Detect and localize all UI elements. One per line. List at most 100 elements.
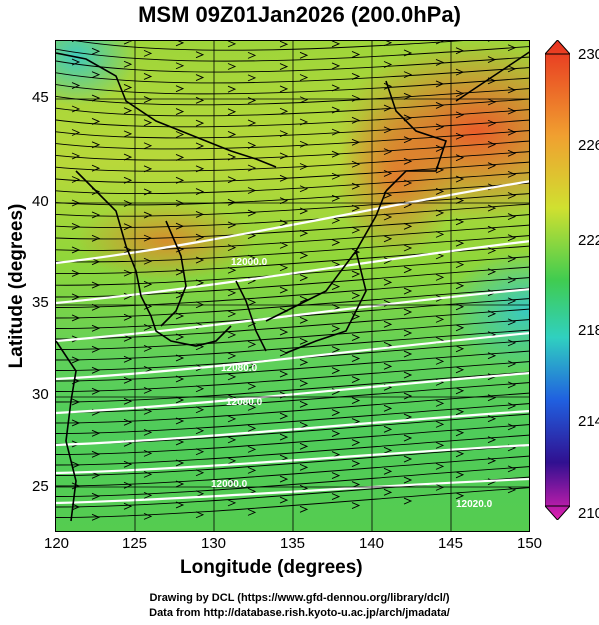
streamline [56,140,529,161]
wind-arrow [175,354,185,362]
wind-arrow [227,131,237,138]
wind-arrow [299,463,309,471]
wind-arrow [383,126,393,134]
wind-arrow [279,433,289,441]
wind-arrow [175,62,185,70]
wind-arrow [91,94,101,102]
wind-arrow [279,41,289,48]
wind-arrow [487,268,497,276]
wind-arrow [175,333,185,341]
y-tick-label: 45 [32,89,49,106]
wind-arrow [227,221,237,229]
y-tick-label: 35 [32,294,49,311]
wind-arrow [455,450,465,458]
wind-arrow [279,107,289,115]
wind-arrow [383,191,393,199]
wind-arrow [195,165,205,173]
streamline [56,277,529,308]
wind-arrow [91,71,101,79]
grid-lines [56,41,529,531]
wind-arrow [175,268,185,276]
streamline [74,41,464,51]
wind-arrow [123,502,133,510]
streamline [56,182,529,206]
wind-arrow [383,278,393,286]
wind-arrow [403,157,413,165]
wind-arrow [487,457,497,465]
wind-arrow [455,387,465,395]
wind-arrow [247,298,257,306]
wind-arrow [143,257,153,265]
wind-arrow [279,174,289,182]
y-tick-label: 30 [32,386,49,403]
wind-arrow [123,269,133,277]
wind-arrow [455,111,465,119]
wind-arrow [351,226,361,234]
wind-arrow [383,404,393,412]
wind-arrow [487,204,497,212]
wind-arrow [351,355,361,362]
wind-arrow [247,51,257,59]
wind-arrow [195,233,205,241]
wind-arrow [383,170,393,177]
wind-arrow [507,381,517,389]
wind-arrow [383,467,393,475]
wind-arrow [455,197,465,204]
wind-arrow [123,481,133,489]
wind-arrow [227,176,237,184]
streamline [56,98,529,117]
wind-arrow [175,154,185,161]
wind-arrow [351,204,361,212]
wind-arrow [435,273,445,281]
wind-arrow [91,450,101,458]
wind-arrow [91,513,101,521]
wind-arrow [351,270,361,278]
wind-arrow [455,408,465,416]
wind-arrow [331,106,341,114]
wind-arrow [71,105,81,113]
wind-arrow [507,213,517,221]
wind-arrow [123,355,133,363]
colorbar-tick-label: 210 [578,505,599,522]
wind-arrow [91,345,101,353]
wind-arrow [383,425,393,433]
wind-arrow [247,119,257,127]
y-tick-label: 40 [32,193,49,210]
wind-arrow [279,241,289,249]
wind-arrow [247,382,257,390]
wind-arrow [195,511,205,519]
wind-arrow [175,222,185,230]
wind-arrow [143,49,153,57]
wind-arrow [91,211,101,219]
wind-arrow [435,315,445,323]
x-tick-label: 120 [44,535,70,552]
wind-arrow [279,130,289,138]
wind-arrow [331,346,341,353]
streamline [56,119,529,139]
wind-arrow [71,356,81,364]
wind-arrow [279,328,289,336]
wind-arrow [331,283,341,290]
wind-arrow [123,107,133,115]
wind-arrow [435,144,445,152]
x-tick-label: 135 [280,535,306,552]
wind-arrow [351,397,361,404]
streamline [56,329,529,361]
x-tick-label: 125 [122,535,148,552]
contour-label: 12000.0 [211,479,248,490]
wind-arrow [299,229,309,237]
wind-arrow [507,86,517,94]
streamline [56,371,529,403]
wind-arrow [247,424,257,432]
wind-arrow [195,96,205,104]
wind-arrow [487,141,497,148]
wind-arrow [195,385,205,393]
streamline [56,434,529,466]
wind-arrow [247,466,257,474]
wind-arrow [299,207,309,215]
wind-arrow [331,239,341,246]
wind-arrow [279,219,289,227]
wind-arrow [299,337,309,345]
wind-arrow [227,153,237,161]
wind-arrow [299,505,309,513]
